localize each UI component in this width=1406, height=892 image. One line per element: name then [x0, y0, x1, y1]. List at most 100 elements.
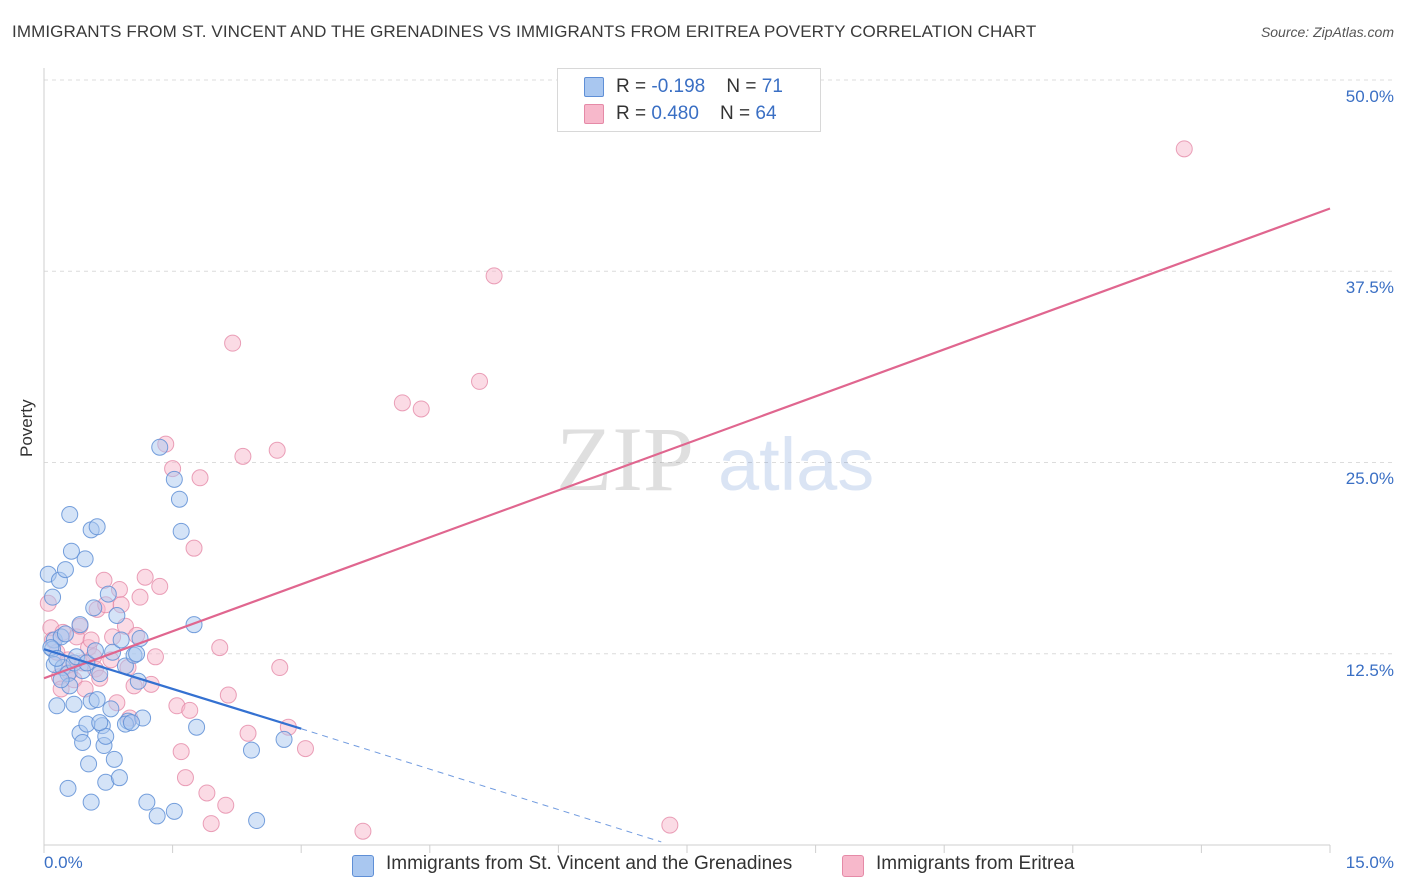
legend-n-label: N =	[720, 103, 756, 124]
axis-layer	[43, 68, 1331, 853]
st-vincent-point	[62, 542, 80, 560]
eritrea-point	[211, 639, 229, 657]
eritrea-point	[471, 372, 489, 390]
eritrea-point	[268, 441, 286, 459]
x-tick-label: 15.0%	[1345, 853, 1394, 872]
series-legend: Immigrants from St. Vincent and the Gren…	[0, 850, 1406, 880]
eritrea-trend-line	[43, 207, 1331, 680]
legend-n-value: 64	[755, 103, 777, 124]
legend-label: Immigrants from St. Vincent and the Gren…	[386, 853, 793, 874]
legend-n-label: N =	[726, 76, 762, 97]
st-vincent-point	[80, 755, 98, 773]
eritrea-point	[1175, 140, 1193, 158]
eritrea-point	[661, 816, 679, 834]
legend-r-value: 0.480	[651, 103, 699, 124]
st-vincent-point	[99, 585, 117, 603]
st-vincent-point	[82, 793, 100, 811]
y-axis-label: Poverty	[17, 399, 36, 457]
st-vincent-point	[108, 607, 126, 624]
eritrea-point	[181, 701, 199, 719]
eritrea-point	[191, 469, 209, 487]
eritrea-point	[185, 539, 203, 557]
eritrea-point	[176, 769, 194, 787]
y-tick-label: 25.0%	[1345, 469, 1394, 488]
st-vincent-point	[56, 561, 74, 579]
st-vincent-point	[165, 802, 183, 820]
st-vincent-point	[128, 645, 146, 663]
watermark: ZIP atlas	[556, 408, 874, 510]
legend-n-value: 71	[761, 76, 783, 97]
eritrea-point	[485, 267, 503, 285]
watermark-atlas: atlas	[718, 423, 874, 506]
legend-swatch-pink	[584, 104, 604, 124]
st-vincent-point	[91, 714, 109, 732]
grid-layer	[44, 79, 1394, 655]
st-vincent-point	[110, 769, 128, 787]
st-vincent-point	[44, 588, 62, 606]
chart-source: Source: ZipAtlas.com	[1260, 24, 1394, 40]
legend-swatch-blue	[584, 77, 604, 97]
st-vincent-point	[56, 625, 74, 643]
st-vincent-point	[138, 793, 156, 811]
st-vincent-point	[88, 518, 106, 536]
st-vincent-point	[242, 741, 260, 759]
watermark-zip: ZIP	[556, 408, 694, 510]
eritrea-point	[202, 815, 220, 833]
st-vincent-point	[88, 691, 106, 709]
x-tick-label: 0.0%	[44, 853, 83, 872]
st-vincent-trend-line	[43, 648, 302, 730]
trend-lines	[43, 207, 1331, 843]
st-vincent-point	[122, 714, 140, 732]
eritrea-point	[198, 784, 216, 802]
eritrea-point	[131, 588, 149, 606]
eritrea-point	[217, 796, 235, 814]
st-vincent-point	[61, 506, 79, 524]
st-vincent-point	[165, 470, 183, 488]
y-tick-label: 50.0%	[1345, 87, 1394, 106]
st-vincent-point	[172, 522, 190, 540]
legend-r-value: -0.198	[651, 76, 706, 97]
st-vincent-point	[85, 599, 103, 617]
legend-r-label: R =	[616, 103, 652, 124]
st-vincent-point	[170, 490, 188, 508]
legend-r-label: R =	[616, 76, 652, 97]
y-tick-label: 37.5%	[1345, 278, 1394, 297]
correlation-legend: R = -0.198 N = 71 R = 0.480 N = 64	[557, 68, 821, 132]
eritrea-point	[239, 724, 257, 742]
eritrea-point	[224, 334, 242, 352]
eritrea-point	[151, 577, 169, 595]
legend-swatch-blue	[352, 855, 374, 877]
st-vincent-point	[48, 697, 66, 715]
eritrea-point	[296, 740, 314, 758]
chart-title: IMMIGRANTS FROM ST. VINCENT AND THE GREN…	[12, 22, 1037, 41]
eritrea-point	[354, 822, 372, 840]
st-vincent-point	[248, 812, 266, 830]
st-vincent-points	[39, 438, 293, 830]
eritrea-point	[271, 659, 289, 677]
st-vincent-trend-extension	[301, 728, 662, 843]
st-vincent-point	[105, 750, 123, 768]
eritrea-point	[136, 568, 154, 586]
eritrea-point	[234, 447, 252, 465]
st-vincent-point	[76, 550, 94, 568]
st-vincent-point	[71, 616, 89, 634]
y-tick-label: 12.5%	[1345, 661, 1394, 680]
st-vincent-point	[102, 700, 120, 718]
legend-swatch-pink	[842, 855, 864, 877]
legend-label: Immigrants from Eritrea	[876, 853, 1075, 874]
eritrea-point	[393, 394, 411, 412]
eritrea-point	[412, 400, 430, 418]
st-vincent-point	[59, 779, 77, 797]
eritrea-point	[219, 686, 237, 704]
st-vincent-point	[185, 616, 203, 634]
st-vincent-point	[151, 438, 169, 456]
st-vincent-point	[65, 695, 83, 713]
st-vincent-point	[275, 730, 293, 748]
eritrea-point	[146, 648, 164, 666]
st-vincent-point	[74, 733, 92, 751]
st-vincent-point	[148, 807, 166, 825]
eritrea-point	[172, 743, 190, 761]
st-vincent-point	[188, 718, 206, 736]
st-vincent-point	[112, 631, 130, 649]
